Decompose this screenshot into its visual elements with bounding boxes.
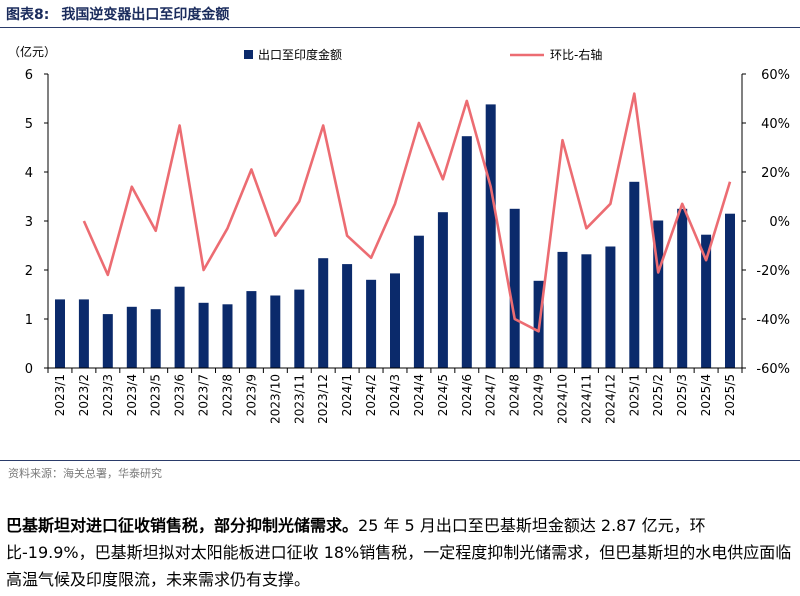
figure-title: 图表8: 我国逆变器出口至印度金额 — [6, 4, 229, 24]
right-tick-label: -20% — [756, 264, 790, 279]
x-tick-label: 2023/12 — [316, 374, 330, 424]
legend-bar-swatch — [244, 50, 253, 59]
x-tick-label: 2023/11 — [292, 374, 306, 424]
bar-2024-2 — [366, 279, 377, 368]
left-tick-label: 4 — [25, 166, 33, 181]
chart: （亿元） 0 1 2 3 4 5 6 -60% -40% -20% 0% 20% 40% 60% 2023/1… — [8, 44, 790, 424]
x-tick-label: 2024/5 — [436, 374, 450, 416]
x-tick-label: 2023/5 — [149, 374, 163, 416]
bar-2023-5 — [150, 309, 161, 368]
left-tick-label: 6 — [25, 68, 33, 83]
x-tick-label: 2023/8 — [220, 374, 234, 416]
legend-line-label: 环比-右轴 — [550, 47, 602, 62]
x-tick-label: 2024/3 — [388, 374, 402, 416]
x-tick-label: 2023/1 — [53, 374, 67, 416]
bar-2023-12 — [318, 258, 329, 368]
commentary-paragraph: 巴基斯坦对进口征收销售税，部分抑制光储需求。25 年 5 月出口至巴基斯坦金额达… — [6, 512, 794, 593]
source-note: 资料来源：海关总署，华泰研究 — [8, 467, 162, 480]
x-tick-label: 2023/10 — [268, 374, 282, 424]
bar-2023-11 — [294, 289, 305, 368]
x-tick-label: 2023/9 — [244, 374, 258, 416]
bar-2023-3 — [102, 314, 113, 368]
left-tick-label: 5 — [25, 117, 33, 132]
bar-2024-3 — [390, 273, 400, 368]
figure-number: 图表8: — [6, 7, 50, 23]
bar-2023-9 — [246, 291, 257, 368]
bar-2025-2 — [653, 220, 664, 368]
x-tick-label: 2023/4 — [125, 374, 139, 416]
x-tick-label: 2024/1 — [340, 374, 354, 416]
bar-2024-8 — [509, 208, 520, 369]
bar-2024-6 — [461, 136, 472, 368]
x-tick-label: 2024/7 — [484, 374, 498, 416]
bar-2023-2 — [78, 299, 89, 368]
bar-2025-1 — [629, 181, 640, 368]
left-tick-label: 0 — [25, 362, 33, 377]
bar-2024-1 — [342, 264, 353, 368]
x-tick-label: 2023/6 — [173, 374, 187, 416]
bar-2025-5 — [725, 213, 735, 368]
bottom-rule — [0, 460, 800, 461]
bar-2023-1 — [55, 299, 65, 368]
x-tick-label: 2024/12 — [603, 374, 617, 424]
legend-bar-label: 出口至印度金额 — [258, 47, 342, 62]
right-tick-label: -40% — [756, 313, 790, 328]
left-tick-label: 3 — [25, 215, 33, 230]
right-tick-label: 20% — [761, 166, 790, 181]
commentary-body: 25 年 5 月出口至巴基斯坦金额达 2.87 亿元，环比-19.9%，巴基斯坦… — [6, 516, 792, 589]
x-tick-label: 2023/3 — [101, 374, 115, 416]
x-tick-label: 2024/8 — [508, 374, 522, 416]
x-tick-label: 2025/2 — [651, 374, 665, 416]
x-tick-label: 2025/5 — [723, 374, 737, 416]
bar-2024-10 — [557, 251, 568, 368]
bar-2024-7 — [485, 104, 496, 369]
left-tick-label: 1 — [25, 313, 33, 328]
x-tick-label: 2024/2 — [364, 374, 378, 416]
right-tick-label: 0% — [769, 215, 790, 230]
x-tick-label: 2024/11 — [579, 374, 593, 424]
bar-2024-11 — [581, 254, 592, 368]
x-tick-label: 2024/9 — [532, 374, 546, 416]
right-tick-label: -60% — [756, 362, 790, 377]
bar-2023-7 — [198, 302, 209, 368]
x-tick-label: 2024/4 — [412, 374, 426, 416]
bar-2024-5 — [437, 212, 448, 368]
commentary-lead: 巴基斯坦对进口征收销售税，部分抑制光储需求。 — [6, 516, 359, 535]
bar-2023-6 — [174, 286, 185, 368]
right-tick-label: 40% — [761, 117, 790, 132]
right-tick-label: 60% — [761, 68, 790, 83]
x-tick-label: 2025/3 — [675, 374, 689, 416]
x-tick-label: 2025/4 — [699, 374, 713, 416]
line-mom-series — [82, 92, 732, 333]
bar-2025-3 — [677, 208, 688, 369]
bar-2024-12 — [605, 246, 616, 368]
bar-2023-10 — [270, 295, 281, 368]
top-rule — [0, 27, 800, 28]
x-tick-label: 2024/10 — [556, 374, 570, 424]
figure-title-text: 我国逆变器出口至印度金额 — [61, 7, 230, 23]
bar-2025-4 — [701, 234, 712, 368]
x-tick-label: 2023/2 — [77, 374, 91, 416]
bar-2024-4 — [413, 235, 424, 368]
x-tick-label: 2023/7 — [197, 374, 211, 416]
x-tick-label: 2024/6 — [460, 374, 474, 416]
bar-2023-4 — [126, 306, 137, 369]
left-tick-label: 2 — [25, 264, 33, 279]
y-unit-label: （亿元） — [8, 44, 56, 59]
x-tick-label: 2025/1 — [627, 374, 641, 416]
bar-2023-8 — [222, 304, 233, 368]
